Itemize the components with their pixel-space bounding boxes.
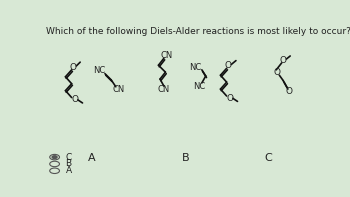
Text: A: A (65, 166, 72, 175)
Text: Which of the following Diels-Alder reactions is most likely to occur?: Which of the following Diels-Alder react… (46, 27, 350, 36)
Text: O: O (226, 94, 233, 103)
Text: A: A (88, 153, 96, 163)
Text: O: O (71, 95, 78, 104)
Text: O: O (286, 87, 293, 96)
Text: B: B (65, 159, 72, 168)
Text: NC: NC (93, 66, 106, 75)
Text: O: O (225, 61, 232, 71)
Text: O: O (70, 63, 77, 72)
Text: NC: NC (190, 63, 202, 72)
Text: CN: CN (113, 85, 125, 94)
Text: CN: CN (158, 85, 170, 94)
Text: CN: CN (160, 51, 172, 60)
Text: O: O (274, 68, 280, 77)
Text: NC: NC (193, 82, 205, 90)
Text: C: C (265, 153, 272, 163)
Text: B: B (182, 153, 189, 163)
Text: C: C (65, 153, 72, 162)
Circle shape (52, 156, 57, 159)
Text: O: O (280, 56, 287, 65)
